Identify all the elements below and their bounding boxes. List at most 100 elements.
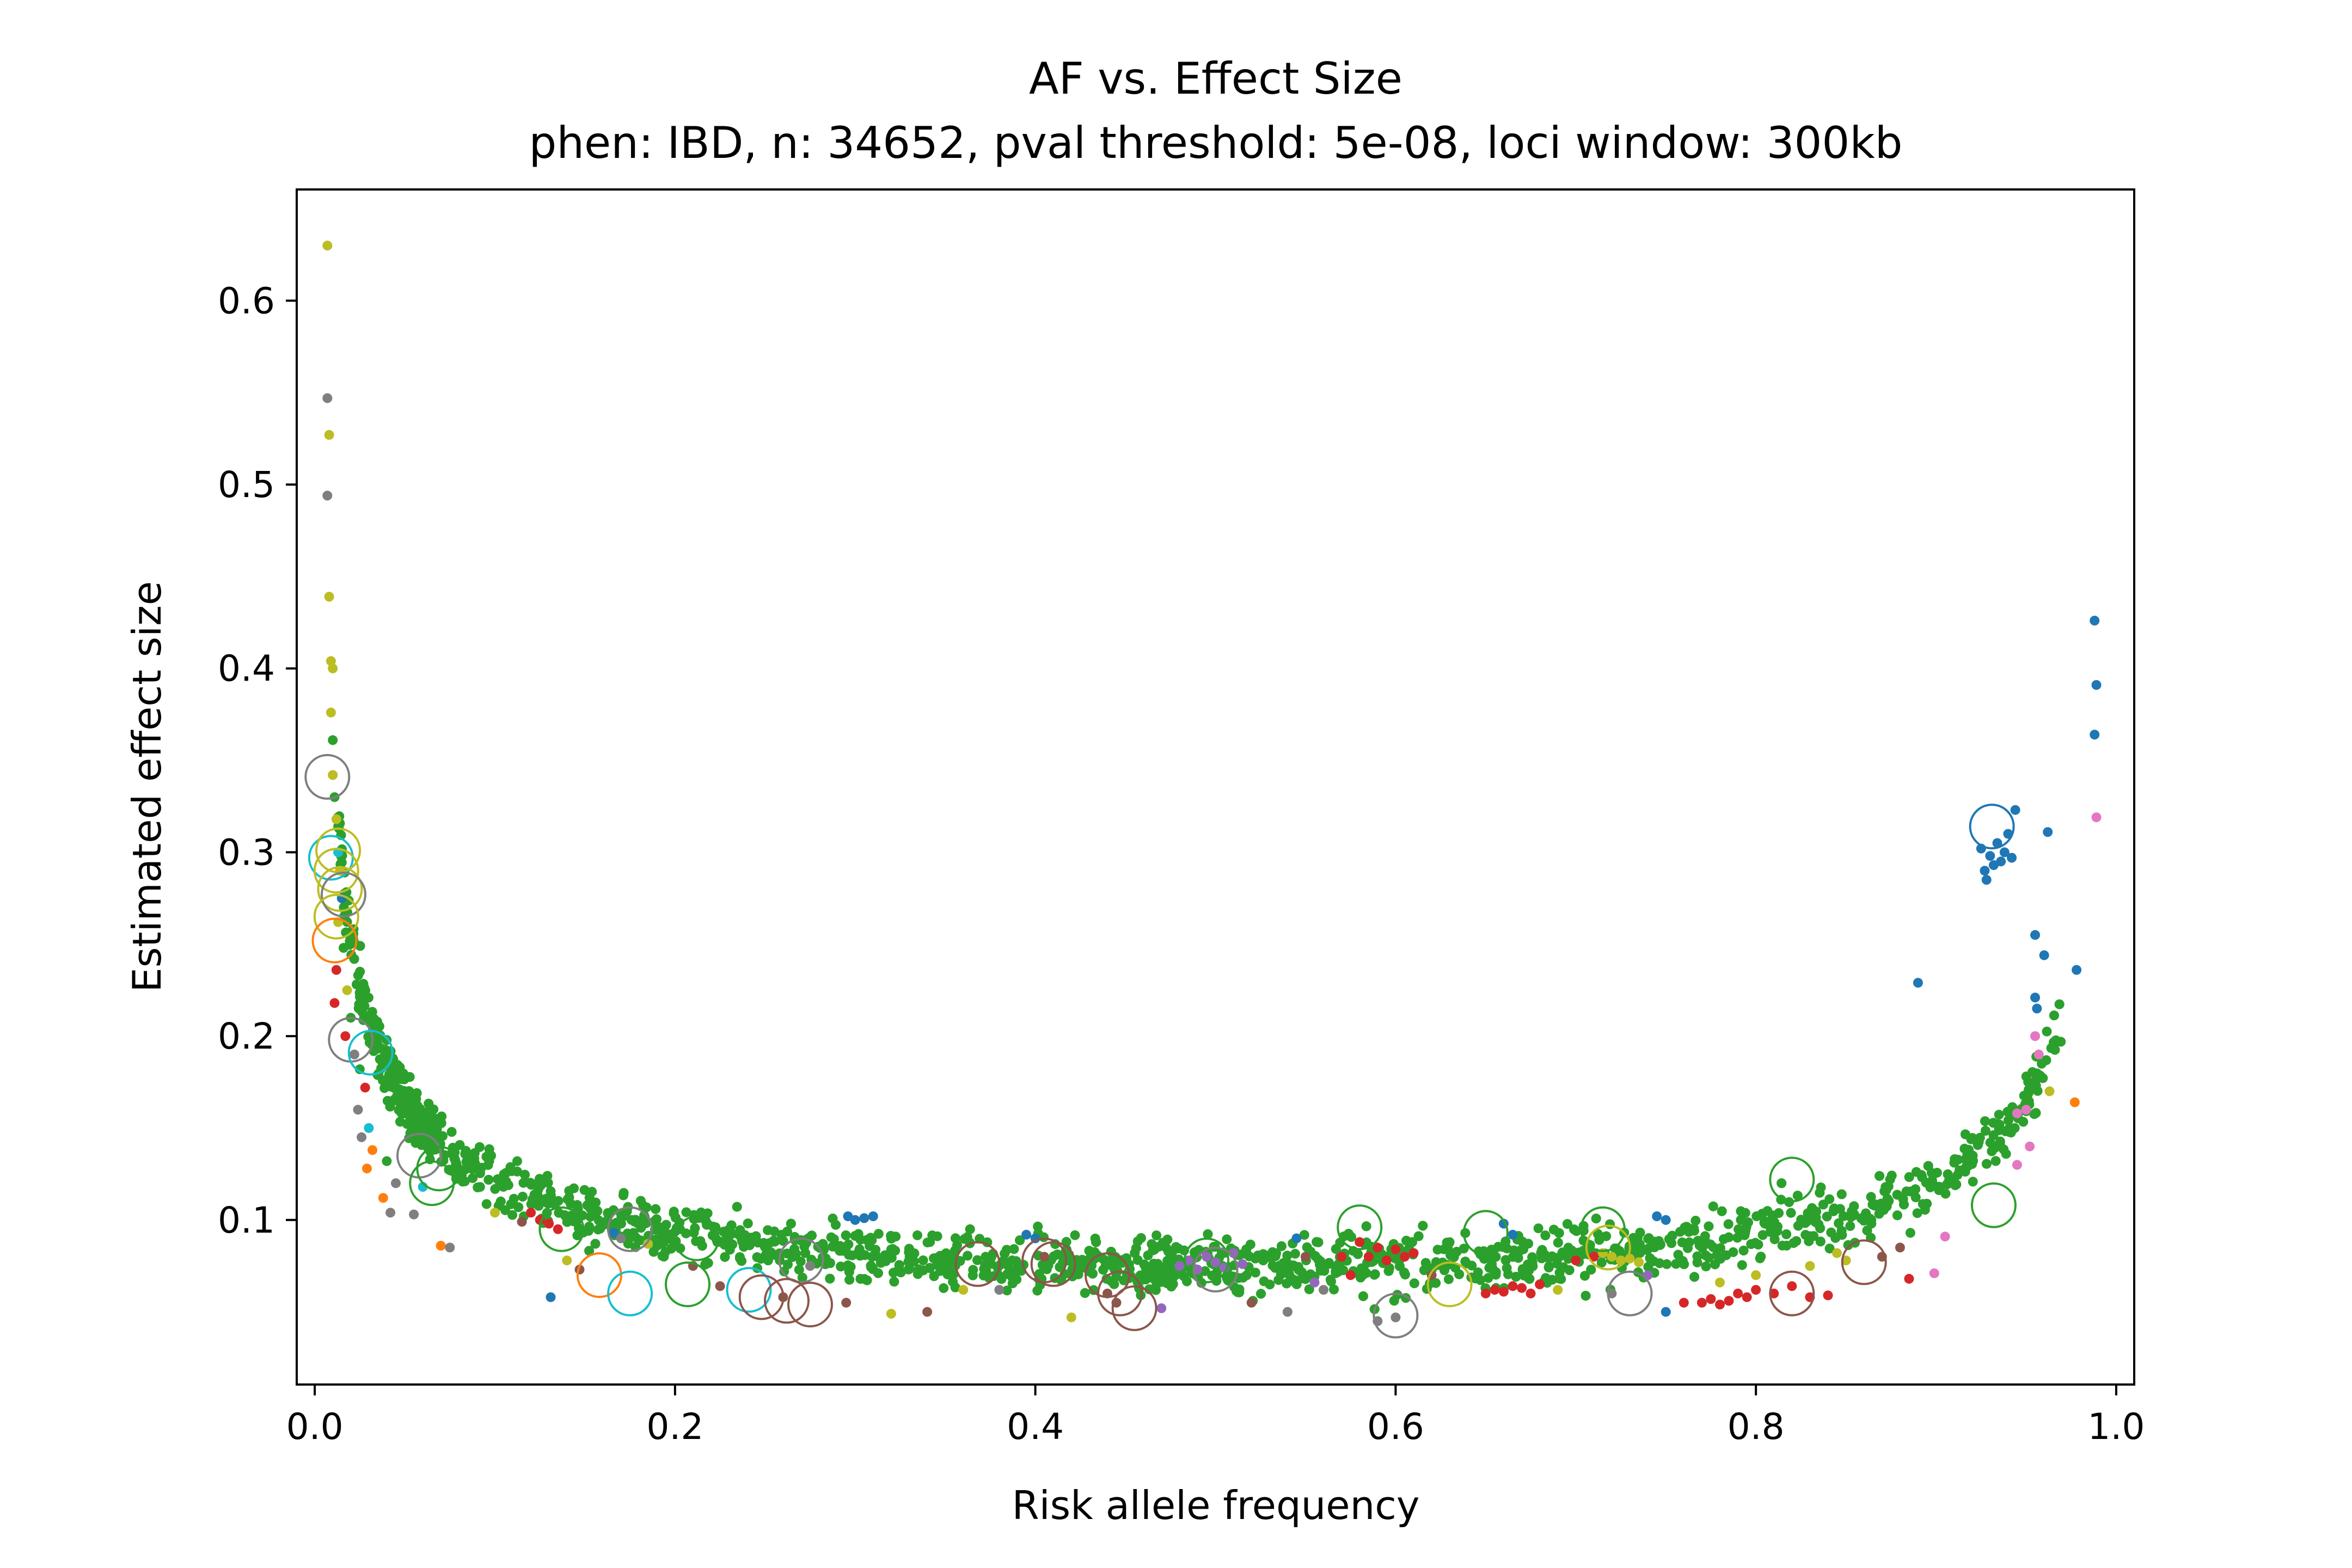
- band-point: [1689, 1226, 1699, 1236]
- band-point: [2024, 1085, 2034, 1095]
- data-point: [1363, 1252, 1374, 1262]
- band-point: [1361, 1221, 1371, 1232]
- band-point: [1162, 1234, 1173, 1245]
- data-point: [382, 1156, 392, 1166]
- band-point: [586, 1202, 596, 1212]
- band-point: [951, 1233, 960, 1244]
- data-point: [2091, 680, 2102, 690]
- band-point: [1740, 1208, 1750, 1218]
- band-point: [513, 1202, 524, 1212]
- highlight-circle: [304, 754, 351, 800]
- band-point: [939, 1283, 949, 1293]
- x-axis-ticks: 0.0 0.2 0.4 0.6 0.8 1.0: [286, 1385, 2145, 1448]
- band-point: [829, 1234, 839, 1244]
- data-point: [1661, 1215, 1671, 1225]
- data-point: [1652, 1211, 1662, 1221]
- data-point: [331, 814, 341, 824]
- data-point: [1373, 1242, 1383, 1253]
- band-point: [1662, 1259, 1672, 1269]
- band-point: [656, 1222, 666, 1233]
- band-point: [1244, 1251, 1254, 1261]
- band-point: [1723, 1219, 1734, 1229]
- band-point: [743, 1218, 753, 1229]
- band-point: [836, 1261, 846, 1272]
- data-point: [1607, 1252, 1617, 1262]
- band-point: [1172, 1269, 1182, 1279]
- band-point: [518, 1178, 529, 1188]
- data-point: [1391, 1244, 1401, 1254]
- y-axis-label: Estimated effect size: [124, 581, 170, 992]
- band-point: [681, 1207, 691, 1217]
- data-point: [1787, 1281, 1797, 1291]
- band-point: [473, 1182, 483, 1192]
- band-point: [904, 1244, 914, 1254]
- data-point: [339, 943, 348, 953]
- band-point: [1282, 1278, 1292, 1289]
- highlight-circle: [607, 1270, 653, 1316]
- band-point: [542, 1171, 553, 1181]
- data-point: [1634, 1257, 1644, 1267]
- data-point: [2030, 993, 2040, 1003]
- band-point: [879, 1253, 889, 1264]
- band-point: [1994, 1125, 2004, 1135]
- data-point: [326, 707, 336, 718]
- band-point: [518, 1191, 528, 1202]
- data-point: [324, 430, 334, 440]
- band-point: [1502, 1263, 1512, 1273]
- band-point: [786, 1218, 796, 1229]
- band-point: [1875, 1171, 1885, 1181]
- band-point: [1708, 1201, 1718, 1211]
- band-point: [1459, 1244, 1469, 1254]
- band-point: [1407, 1237, 1417, 1247]
- band-point: [1353, 1249, 1363, 1259]
- band-point: [797, 1272, 807, 1283]
- data-point: [1490, 1285, 1500, 1295]
- band-point: [1836, 1189, 1847, 1199]
- band-point: [1777, 1178, 1787, 1189]
- highlight-circle: [1337, 1204, 1383, 1251]
- band-point: [572, 1200, 583, 1210]
- data-point: [1156, 1303, 1167, 1313]
- band-point: [358, 979, 369, 989]
- highlight-circle: [1426, 1261, 1473, 1307]
- data-point: [1805, 1261, 1815, 1271]
- band-point: [1200, 1266, 1210, 1276]
- data-point: [1039, 1252, 1050, 1262]
- band-point: [1836, 1226, 1847, 1236]
- band-point: [1132, 1236, 1143, 1246]
- highlight-circle: [1021, 1238, 1068, 1284]
- data-point: [1981, 875, 1992, 885]
- data-point: [1337, 1252, 1347, 1262]
- data-point: [553, 1224, 563, 1234]
- band-point: [495, 1196, 506, 1206]
- band-point: [1203, 1229, 1213, 1239]
- data-point: [357, 1132, 367, 1142]
- band-point: [1312, 1237, 1322, 1247]
- band-point: [1719, 1234, 1729, 1244]
- highlight-circle: [315, 828, 362, 873]
- band-point: [1934, 1181, 1945, 1192]
- y-axis-ticks: 0.1 0.2 0.3 0.4 0.5 0.6: [218, 280, 297, 1241]
- band-point: [554, 1208, 564, 1218]
- band-point: [512, 1156, 522, 1166]
- data-point: [1706, 1294, 1716, 1304]
- band-point: [844, 1275, 855, 1285]
- data-point: [1929, 1268, 1939, 1278]
- band-point: [1449, 1251, 1459, 1261]
- band-point: [760, 1251, 770, 1261]
- band-point: [564, 1192, 574, 1203]
- band-point: [1325, 1275, 1336, 1285]
- band-point: [416, 1140, 426, 1150]
- data-point: [328, 735, 338, 745]
- band-point: [1917, 1172, 1927, 1183]
- band-point: [355, 991, 365, 1002]
- highlight-circle: [409, 1160, 455, 1206]
- band-point: [1418, 1221, 1428, 1231]
- band-point: [1524, 1265, 1534, 1275]
- band-point: [385, 1101, 395, 1112]
- band-point: [542, 1198, 553, 1208]
- band-point: [1987, 1146, 1997, 1156]
- band-point: [1737, 1260, 1747, 1270]
- band-point: [635, 1235, 646, 1246]
